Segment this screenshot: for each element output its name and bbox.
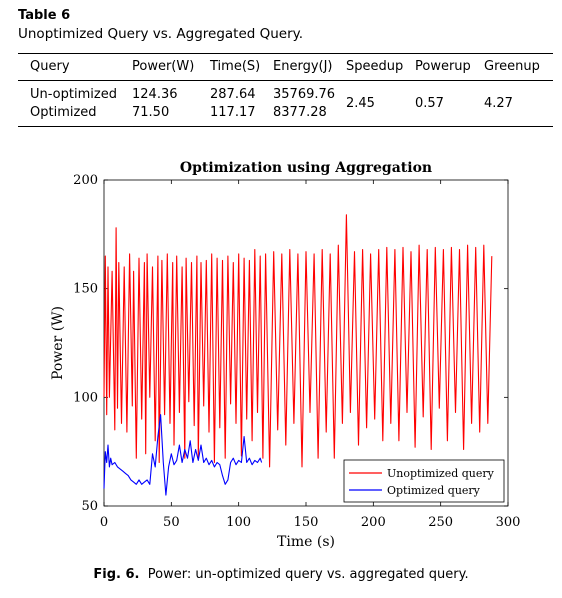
y-tick-label: 50 — [81, 499, 98, 514]
table-cell-query: Un-optimized — [30, 87, 117, 102]
x-tick-label: 0 — [100, 515, 108, 530]
x-tick-label: 100 — [226, 515, 251, 530]
figure-label: Fig. 6. — [93, 567, 140, 582]
table-header-power: Power(W) — [132, 59, 195, 74]
table-header-powerup: Powerup — [415, 59, 471, 74]
table-cell-query: Optimized — [30, 105, 97, 120]
table-header-greenup: Greenup — [484, 59, 540, 74]
table-header-query: Query — [30, 59, 70, 74]
table-label: Table 6 — [18, 8, 71, 23]
table-cell-greenup: 4.27 — [484, 96, 513, 111]
legend-box — [343, 459, 505, 503]
x-tick-label: 250 — [428, 515, 453, 530]
legend-label: Unoptimized query — [387, 467, 495, 480]
table-caption: Unoptimized Query vs. Aggregated Query. — [18, 26, 304, 42]
y-tick-label: 200 — [73, 173, 98, 188]
table-top-rule — [18, 53, 553, 54]
x-tick-label: 50 — [163, 515, 180, 530]
table-cell-speedup: 2.45 — [346, 96, 375, 111]
table-cell-time: 287.64 — [210, 87, 256, 102]
optimized-series-line — [103, 414, 263, 496]
figure-caption: Fig. 6. Power: un-optimized query vs. ag… — [0, 567, 562, 582]
table-header-speedup: Speedup — [346, 59, 404, 74]
unoptimized-series-line — [103, 214, 493, 468]
table-bottom-rule — [18, 126, 553, 127]
table-cell-power: 71.50 — [132, 105, 170, 120]
table-cell-power: 124.36 — [132, 87, 178, 102]
legend-label: Optimized query — [387, 484, 481, 497]
table-cell-energy: 8377.28 — [273, 105, 327, 120]
y-tick-label: 150 — [73, 282, 98, 297]
table-header-rule — [18, 80, 553, 81]
y-axis-label: Power (W) — [50, 306, 66, 380]
plot-area — [103, 179, 509, 507]
table-cell-time: 117.17 — [210, 105, 256, 120]
table-cell-powerup: 0.57 — [415, 96, 444, 111]
x-tick-label: 200 — [361, 515, 386, 530]
table-header-energy: Energy(J) — [273, 59, 333, 74]
table-header-time: Time(S) — [210, 59, 261, 74]
power-chart: 0 50 100 150 200 250 30050100150200Optimizatio… — [50, 160, 520, 550]
figure-caption-text: Power: un-optimized query vs. aggregated… — [147, 567, 469, 582]
x-axis-label: Time (s) — [277, 534, 335, 550]
x-tick-label: 150 — [294, 515, 319, 530]
y-tick-label: 100 — [73, 390, 98, 405]
table-cell-energy: 35769.76 — [273, 87, 336, 102]
chart-title: Optimization using Aggregation — [180, 160, 432, 176]
x-tick-label: 300 — [496, 515, 520, 530]
